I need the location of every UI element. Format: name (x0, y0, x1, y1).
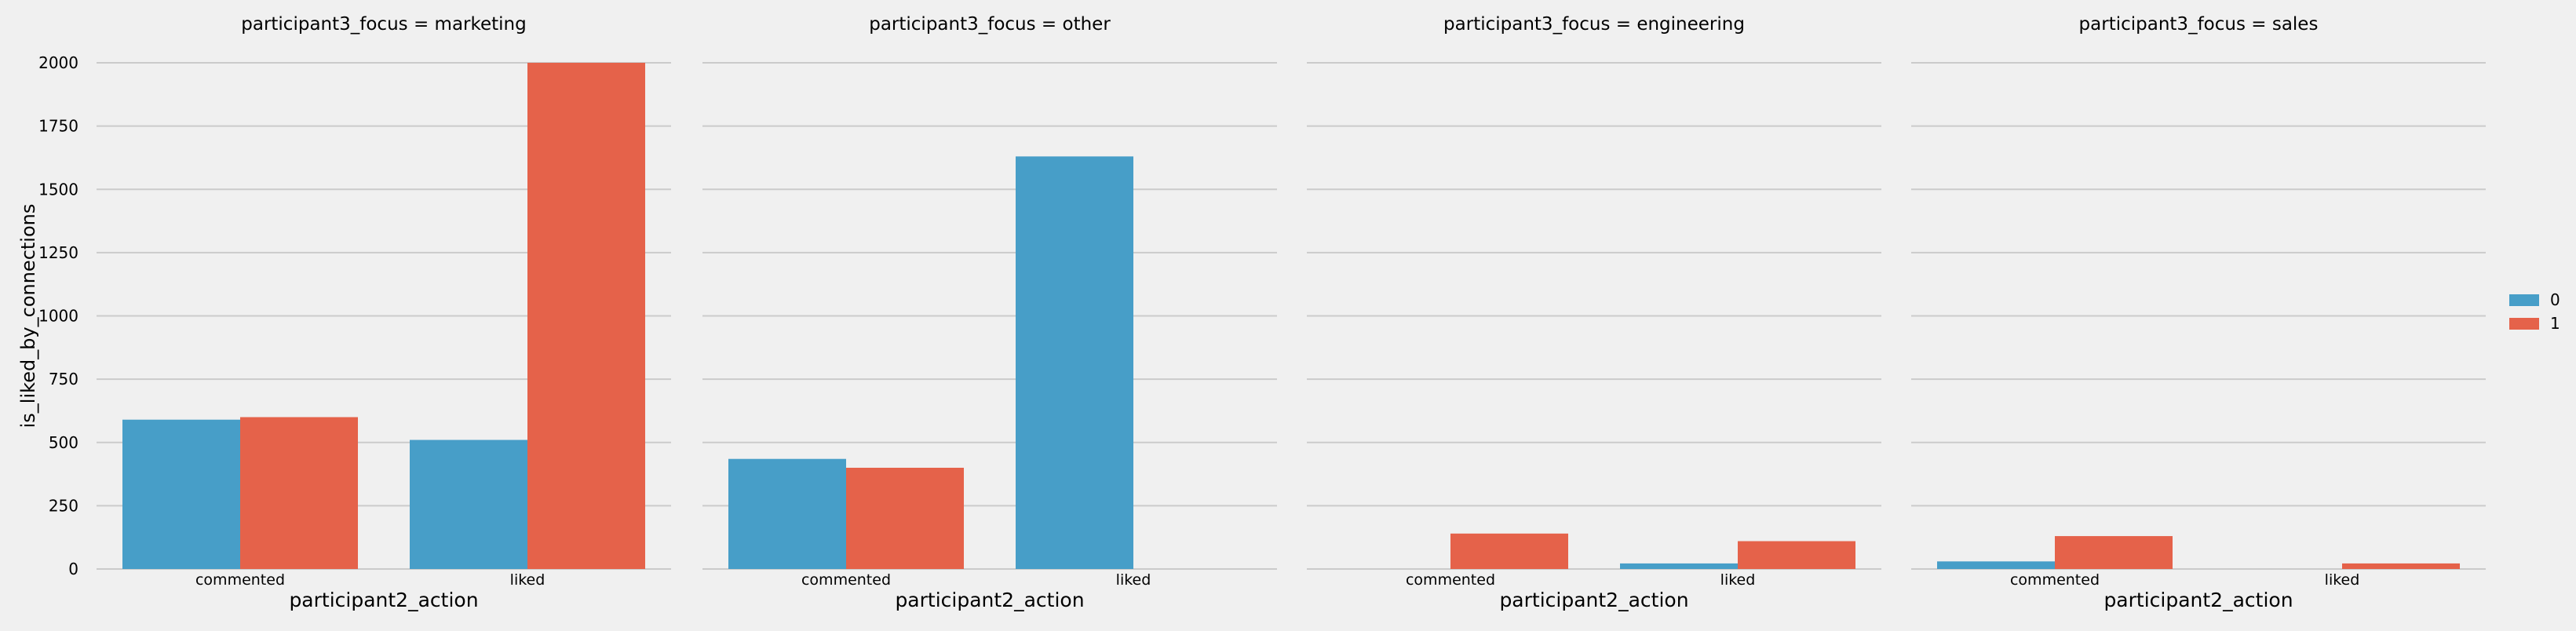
x-tick-label-0-0: commented (195, 571, 285, 589)
y-tick-label-5: 1250 (38, 243, 78, 262)
x-axis-label-2: participant2_action (1499, 589, 1688, 611)
bar-1-1-commented (846, 468, 964, 569)
legend-swatch-1 (2509, 318, 2539, 330)
facet-title-3: participant3_focus = sales (2079, 14, 2319, 35)
y-tick-label-8: 2000 (38, 53, 78, 72)
y-tick-label-0: 0 (68, 560, 78, 578)
facet-title-0: participant3_focus = marketing (241, 14, 526, 35)
facet-title-2: participant3_focus = engineering (1443, 14, 1745, 35)
bar-3-0-commented (1937, 561, 2055, 569)
y-tick-label-3: 750 (49, 370, 78, 388)
legend-label-0: 0 (2550, 290, 2560, 309)
bar-0-0-commented (122, 419, 240, 569)
legend-swatch-0 (2509, 294, 2539, 306)
x-axis-label-3: participant2_action (2103, 589, 2293, 611)
x-tick-label-2-0: commented (1406, 571, 1495, 589)
x-tick-label-1-0: commented (801, 571, 891, 589)
bar-2-0-liked (1620, 563, 1738, 569)
bar-0-0-liked (410, 440, 527, 569)
y-tick-label-4: 1000 (38, 307, 78, 326)
bar-1-0-commented (728, 458, 846, 569)
y-axis-label: is_liked_by_connections (17, 204, 39, 429)
x-axis-label-0: participant2_action (289, 589, 478, 611)
x-axis-label-1: participant2_action (895, 589, 1084, 611)
y-tick-label-2: 500 (49, 433, 78, 452)
bar-3-1-liked (2342, 563, 2460, 569)
x-tick-label-3-1: liked (2325, 571, 2360, 589)
bar-2-1-liked (1738, 541, 1855, 569)
bar-3-1-commented (2055, 536, 2173, 569)
y-tick-label-7: 1750 (38, 117, 78, 136)
bar-0-1-liked (527, 63, 645, 569)
bar-2-1-commented (1450, 533, 1568, 569)
facet-title-1: participant3_focus = other (869, 14, 1111, 35)
legend-label-1: 1 (2550, 314, 2560, 333)
x-tick-label-3-0: commented (2010, 571, 2100, 589)
x-tick-label-0-1: liked (510, 571, 545, 589)
y-tick-label-6: 1500 (38, 180, 78, 199)
bar-1-0-liked (1016, 156, 1133, 569)
x-tick-label-1-1: liked (1116, 571, 1151, 589)
y-tick-label-1: 250 (49, 496, 78, 515)
x-tick-label-2-1: liked (1720, 571, 1756, 589)
bar-0-1-commented (240, 417, 358, 569)
